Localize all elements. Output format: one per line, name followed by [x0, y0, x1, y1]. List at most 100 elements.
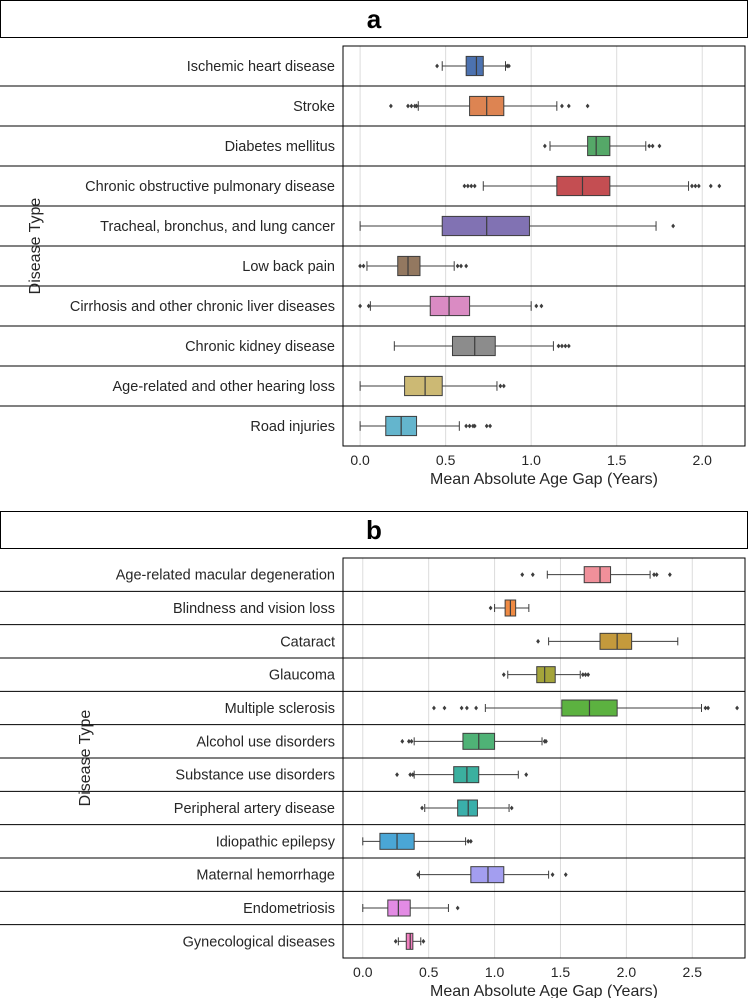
outlier-point: [400, 738, 405, 744]
category-label: Low back pain: [242, 259, 335, 275]
x-tick-label: 1.5: [607, 452, 627, 468]
outlier-point: [472, 183, 477, 189]
category-label: Glaucoma: [269, 668, 336, 684]
category-label: Chronic kidney disease: [185, 339, 335, 355]
outlier-point: [466, 838, 471, 844]
category-label: Maternal hemorrhage: [196, 868, 335, 884]
outlier-point: [696, 183, 701, 189]
category-label: Age-related and other hearing loss: [113, 379, 335, 395]
outlier-point: [544, 738, 548, 744]
outlier-point: [706, 705, 711, 711]
outlier-point: [459, 705, 464, 711]
outlier-point: [563, 872, 568, 878]
x-tick-label: 0.0: [353, 964, 373, 980]
box-substance-use-disorders: [395, 766, 529, 784]
plot-frame: [342, 45, 746, 447]
outlier-point: [406, 103, 410, 109]
outlier-point: [455, 263, 460, 269]
outlier-point: [393, 938, 398, 944]
outlier-point: [583, 672, 588, 678]
outlier-point: [488, 423, 493, 429]
outlier-point: [703, 705, 708, 711]
x-tick-label: 2.0: [692, 452, 712, 468]
category-label: Idiopathic epilepsy: [216, 834, 336, 850]
iqr-box: [536, 666, 556, 684]
outlier-point: [563, 343, 568, 349]
outlier-point: [498, 383, 503, 389]
outlier-point: [409, 738, 414, 744]
outlier-point: [468, 838, 473, 844]
plot-frame: [342, 557, 746, 959]
category-label: Peripheral artery disease: [174, 801, 335, 817]
box-gynecological-diseases: [393, 932, 426, 950]
outlier-point: [358, 303, 363, 309]
box-idiopathic-epilepsy: [362, 832, 473, 850]
box-cataract: [536, 632, 679, 650]
y-axis-label: Disease Type: [77, 710, 94, 807]
outlier-point: [585, 103, 590, 109]
category-label: Chronic obstructive pulmonary disease: [85, 179, 335, 195]
category-label: Blindness and vision loss: [173, 601, 335, 617]
outlier-point: [388, 103, 393, 109]
category-label: Substance use disorders: [175, 768, 335, 784]
box-peripheral-artery-disease: [420, 799, 514, 817]
outlier-point: [524, 772, 529, 778]
x-tick-label: 0.5: [436, 452, 456, 468]
outlier-point: [501, 383, 506, 389]
box-maternal-hemorrhage: [416, 866, 568, 884]
outlier-point: [671, 223, 676, 229]
iqr-box: [387, 899, 411, 917]
outlier-point: [420, 805, 425, 811]
outlier-point: [408, 772, 413, 778]
iqr-box: [599, 632, 633, 650]
y-axis-label: Disease Type: [27, 198, 44, 295]
iqr-box: [583, 566, 612, 584]
outlier-point: [409, 103, 414, 109]
outlier-point: [465, 183, 470, 189]
box-ischemic-heart-disease: [435, 55, 511, 77]
iqr-box: [457, 799, 478, 817]
box-multiple-sclerosis: [432, 699, 740, 717]
outlier-point: [416, 872, 421, 878]
category-label: Cataract: [280, 634, 335, 650]
outlier-point: [469, 183, 474, 189]
category-label: Age-related macular degeneration: [116, 568, 335, 584]
outlier-point: [414, 103, 419, 109]
category-label: Stroke: [293, 99, 335, 115]
x-tick-label: 1.5: [551, 964, 571, 980]
category-label: Tracheal, bronchus, and lung cancer: [100, 219, 335, 235]
outlier-point: [358, 263, 363, 269]
outlier-point: [652, 572, 656, 578]
outlier-point: [580, 672, 585, 678]
box-glaucoma: [501, 666, 591, 684]
x-axis-label: Mean Absolute Age Gap (Years): [430, 471, 658, 488]
outlier-point: [647, 143, 652, 149]
x-tick-label: 2.0: [617, 964, 637, 980]
outlier-point: [467, 423, 472, 429]
box-low-back-pain: [358, 255, 469, 277]
outlier-point: [566, 343, 571, 349]
outlier-point: [667, 572, 672, 578]
outlier-point: [693, 183, 698, 189]
box-cirrhosis-and-other-chronic-liver-diseases: [358, 295, 544, 317]
outlier-point: [586, 672, 591, 678]
box-endometriosis: [362, 899, 460, 917]
outlier-point: [542, 143, 547, 149]
x-tick-label: 1.0: [485, 964, 505, 980]
category-label: Alcohol use disorders: [196, 734, 335, 750]
outlier-point: [462, 183, 467, 189]
iqr-box: [451, 335, 496, 357]
outlier-point: [556, 343, 561, 349]
outlier-point: [395, 772, 399, 778]
box-blindness-and-vision-loss: [488, 599, 530, 617]
category-label: Multiple sclerosis: [225, 701, 335, 717]
iqr-box: [470, 866, 505, 884]
outlier-point: [464, 705, 469, 711]
outlier-point: [464, 263, 469, 269]
panel-label-a: a: [0, 0, 748, 38]
iqr-box: [404, 375, 443, 397]
x-tick-label: 0.0: [350, 452, 370, 468]
outlier-point: [560, 343, 564, 349]
outlier-point: [455, 905, 460, 911]
iqr-box: [453, 766, 480, 784]
